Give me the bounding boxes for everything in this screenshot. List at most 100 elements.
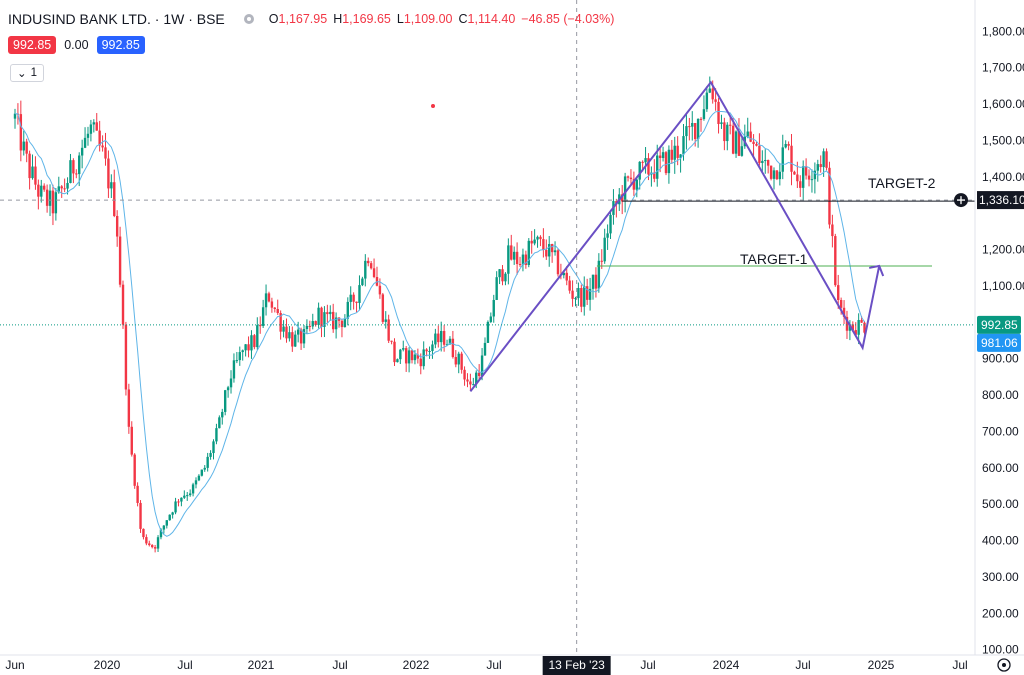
candle-body bbox=[437, 333, 440, 343]
candle-body bbox=[314, 321, 317, 325]
candle-body bbox=[308, 325, 312, 327]
candle-body bbox=[717, 101, 720, 125]
ma-value-tag bbox=[977, 333, 1021, 352]
candle-body bbox=[115, 215, 119, 237]
candle-body bbox=[588, 288, 592, 300]
candle-body bbox=[492, 299, 495, 317]
last-price-label: 992.85 bbox=[981, 318, 1018, 332]
candle-body bbox=[819, 164, 822, 168]
candle-body bbox=[571, 290, 574, 299]
candle-body bbox=[407, 350, 411, 364]
price-tick-label: 200.00 bbox=[982, 606, 1019, 620]
candle-body bbox=[606, 233, 609, 238]
candle-body bbox=[139, 502, 142, 529]
candle-body bbox=[857, 319, 860, 335]
candle-body bbox=[267, 293, 271, 302]
candle-body bbox=[80, 147, 84, 156]
candle-body bbox=[863, 322, 866, 333]
indicators-toggle[interactable]: ⌄ 1 bbox=[10, 64, 45, 82]
low-value: 1,109.00 bbox=[403, 12, 453, 26]
settings-gear-icon[interactable] bbox=[997, 658, 1011, 672]
candle-body bbox=[63, 188, 66, 190]
price-tick-label: 1,200.00 bbox=[982, 243, 1024, 257]
candle-body bbox=[215, 428, 218, 442]
candle-body bbox=[256, 325, 259, 348]
candle-body bbox=[279, 313, 282, 332]
candle-body bbox=[495, 277, 498, 300]
candle-body bbox=[553, 250, 557, 253]
order-badges: 992.85 0.00 992.85 bbox=[8, 36, 145, 54]
symbol-title[interactable]: INDUSIND BANK LTD. · 1W · BSE bbox=[8, 11, 225, 27]
candle-body bbox=[186, 495, 189, 497]
candle-body bbox=[66, 182, 69, 189]
candle-body bbox=[145, 537, 148, 544]
candle-body bbox=[241, 350, 244, 353]
high-value: 1,169.65 bbox=[342, 12, 391, 26]
candle-body bbox=[682, 136, 685, 155]
candle-body bbox=[758, 145, 761, 164]
time-tick-label: Jul bbox=[640, 658, 655, 672]
candle-body bbox=[25, 141, 28, 154]
candle-body bbox=[89, 124, 93, 134]
change-value: −46.85 (−4.03%) bbox=[521, 12, 615, 26]
pattern-projection-line[interactable] bbox=[469, 80, 881, 393]
moving-average-line bbox=[14, 111, 865, 537]
candle-body bbox=[475, 372, 478, 385]
candle-body bbox=[723, 122, 726, 142]
candle-body bbox=[638, 161, 641, 180]
candle-body bbox=[98, 130, 101, 146]
eye-icon[interactable] bbox=[241, 13, 257, 25]
candle-body bbox=[656, 155, 659, 179]
candle-body bbox=[203, 467, 206, 470]
candle-body bbox=[498, 269, 501, 278]
candle-body bbox=[679, 154, 682, 158]
candle-body bbox=[463, 369, 466, 380]
price-axis: 1,800.00 1,700.00 1,600.00 1,500.00 1,400.00… bbox=[954, 0, 1024, 657]
sell-price-button[interactable]: 992.85 bbox=[8, 36, 57, 54]
candle-body bbox=[603, 237, 606, 262]
candle-body bbox=[515, 251, 519, 264]
candle-body bbox=[585, 286, 589, 300]
candle-body bbox=[804, 166, 808, 176]
candle-body bbox=[358, 285, 361, 303]
candle-body bbox=[223, 390, 227, 412]
candle-body bbox=[766, 160, 770, 166]
candle-body bbox=[609, 214, 612, 234]
candle-body bbox=[156, 537, 160, 549]
candle-body bbox=[705, 92, 709, 110]
candle-body bbox=[527, 240, 530, 265]
candle-body bbox=[294, 334, 297, 347]
candle-body bbox=[174, 501, 177, 513]
candle-body bbox=[142, 528, 145, 538]
candle-body bbox=[247, 344, 250, 351]
candle-body bbox=[206, 456, 209, 468]
price-tick-label: 1,700.00 bbox=[982, 61, 1024, 75]
candle-body bbox=[153, 547, 157, 549]
price-tick-label: 1,800.00 bbox=[982, 24, 1024, 38]
candle-body bbox=[402, 348, 405, 350]
time-tick-label: Jun bbox=[5, 658, 24, 672]
candle-body bbox=[740, 146, 744, 156]
buy-price-button[interactable]: 992.85 bbox=[96, 36, 145, 54]
candle-body bbox=[816, 164, 819, 171]
candle-body bbox=[434, 333, 437, 345]
candle-body bbox=[510, 245, 513, 260]
candle-body bbox=[796, 174, 799, 182]
candle-body bbox=[676, 145, 679, 158]
candle-body bbox=[191, 484, 195, 494]
candle-body bbox=[95, 122, 98, 131]
candle-body bbox=[130, 426, 133, 455]
candle-body bbox=[457, 353, 460, 365]
candle-body bbox=[361, 278, 364, 286]
candle-body bbox=[442, 331, 446, 345]
candle-body bbox=[419, 358, 422, 367]
candle-body bbox=[337, 317, 341, 321]
candle-body bbox=[48, 190, 52, 206]
candle-body bbox=[197, 475, 201, 481]
candle-body bbox=[845, 316, 849, 331]
candle-body bbox=[518, 263, 522, 265]
candle-body bbox=[834, 236, 837, 286]
candle-body bbox=[799, 181, 802, 188]
candle-body bbox=[664, 152, 668, 174]
